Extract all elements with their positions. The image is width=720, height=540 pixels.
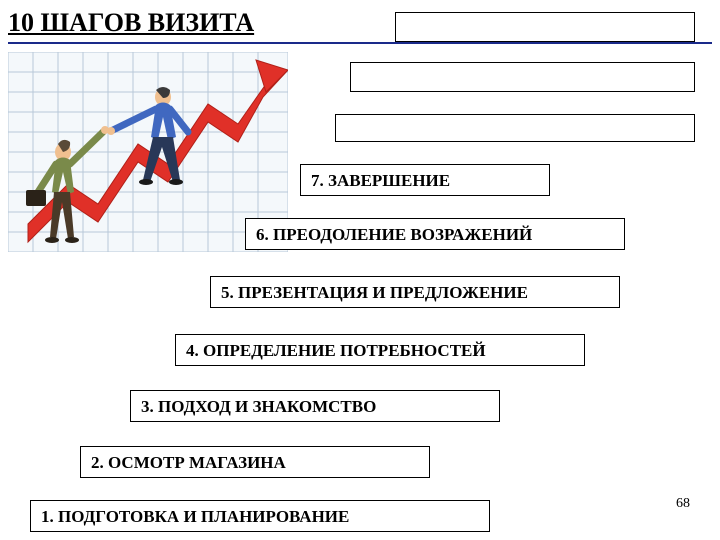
step-box-9 — [350, 62, 695, 92]
step-box-8 — [335, 114, 695, 142]
step-box-1: 1. ПОДГОТОВКА И ПЛАНИРОВАНИЕ — [30, 500, 490, 532]
slide-title: 10 ШАГОВ ВИЗИТА — [8, 8, 254, 38]
step-box-4: 4. ОПРЕДЕЛЕНИЕ ПОТРЕБНОСТЕЙ — [175, 334, 585, 366]
step-box-6: 6. ПРЕОДОЛЕНИЕ ВОЗРАЖЕНИЙ — [245, 218, 625, 250]
step-box-10 — [395, 12, 695, 42]
step-box-7: 7. ЗАВЕРШЕНИЕ — [300, 164, 550, 196]
title-underline — [8, 42, 712, 44]
step-box-5: 5. ПРЕЗЕНТАЦИЯ И ПРЕДЛОЖЕНИЕ — [210, 276, 620, 308]
step-box-2: 2. ОСМОТР МАГАЗИНА — [80, 446, 430, 478]
step-box-3: 3. ПОДХОД И ЗНАКОМСТВО — [130, 390, 500, 422]
page-number: 68 — [676, 496, 690, 512]
